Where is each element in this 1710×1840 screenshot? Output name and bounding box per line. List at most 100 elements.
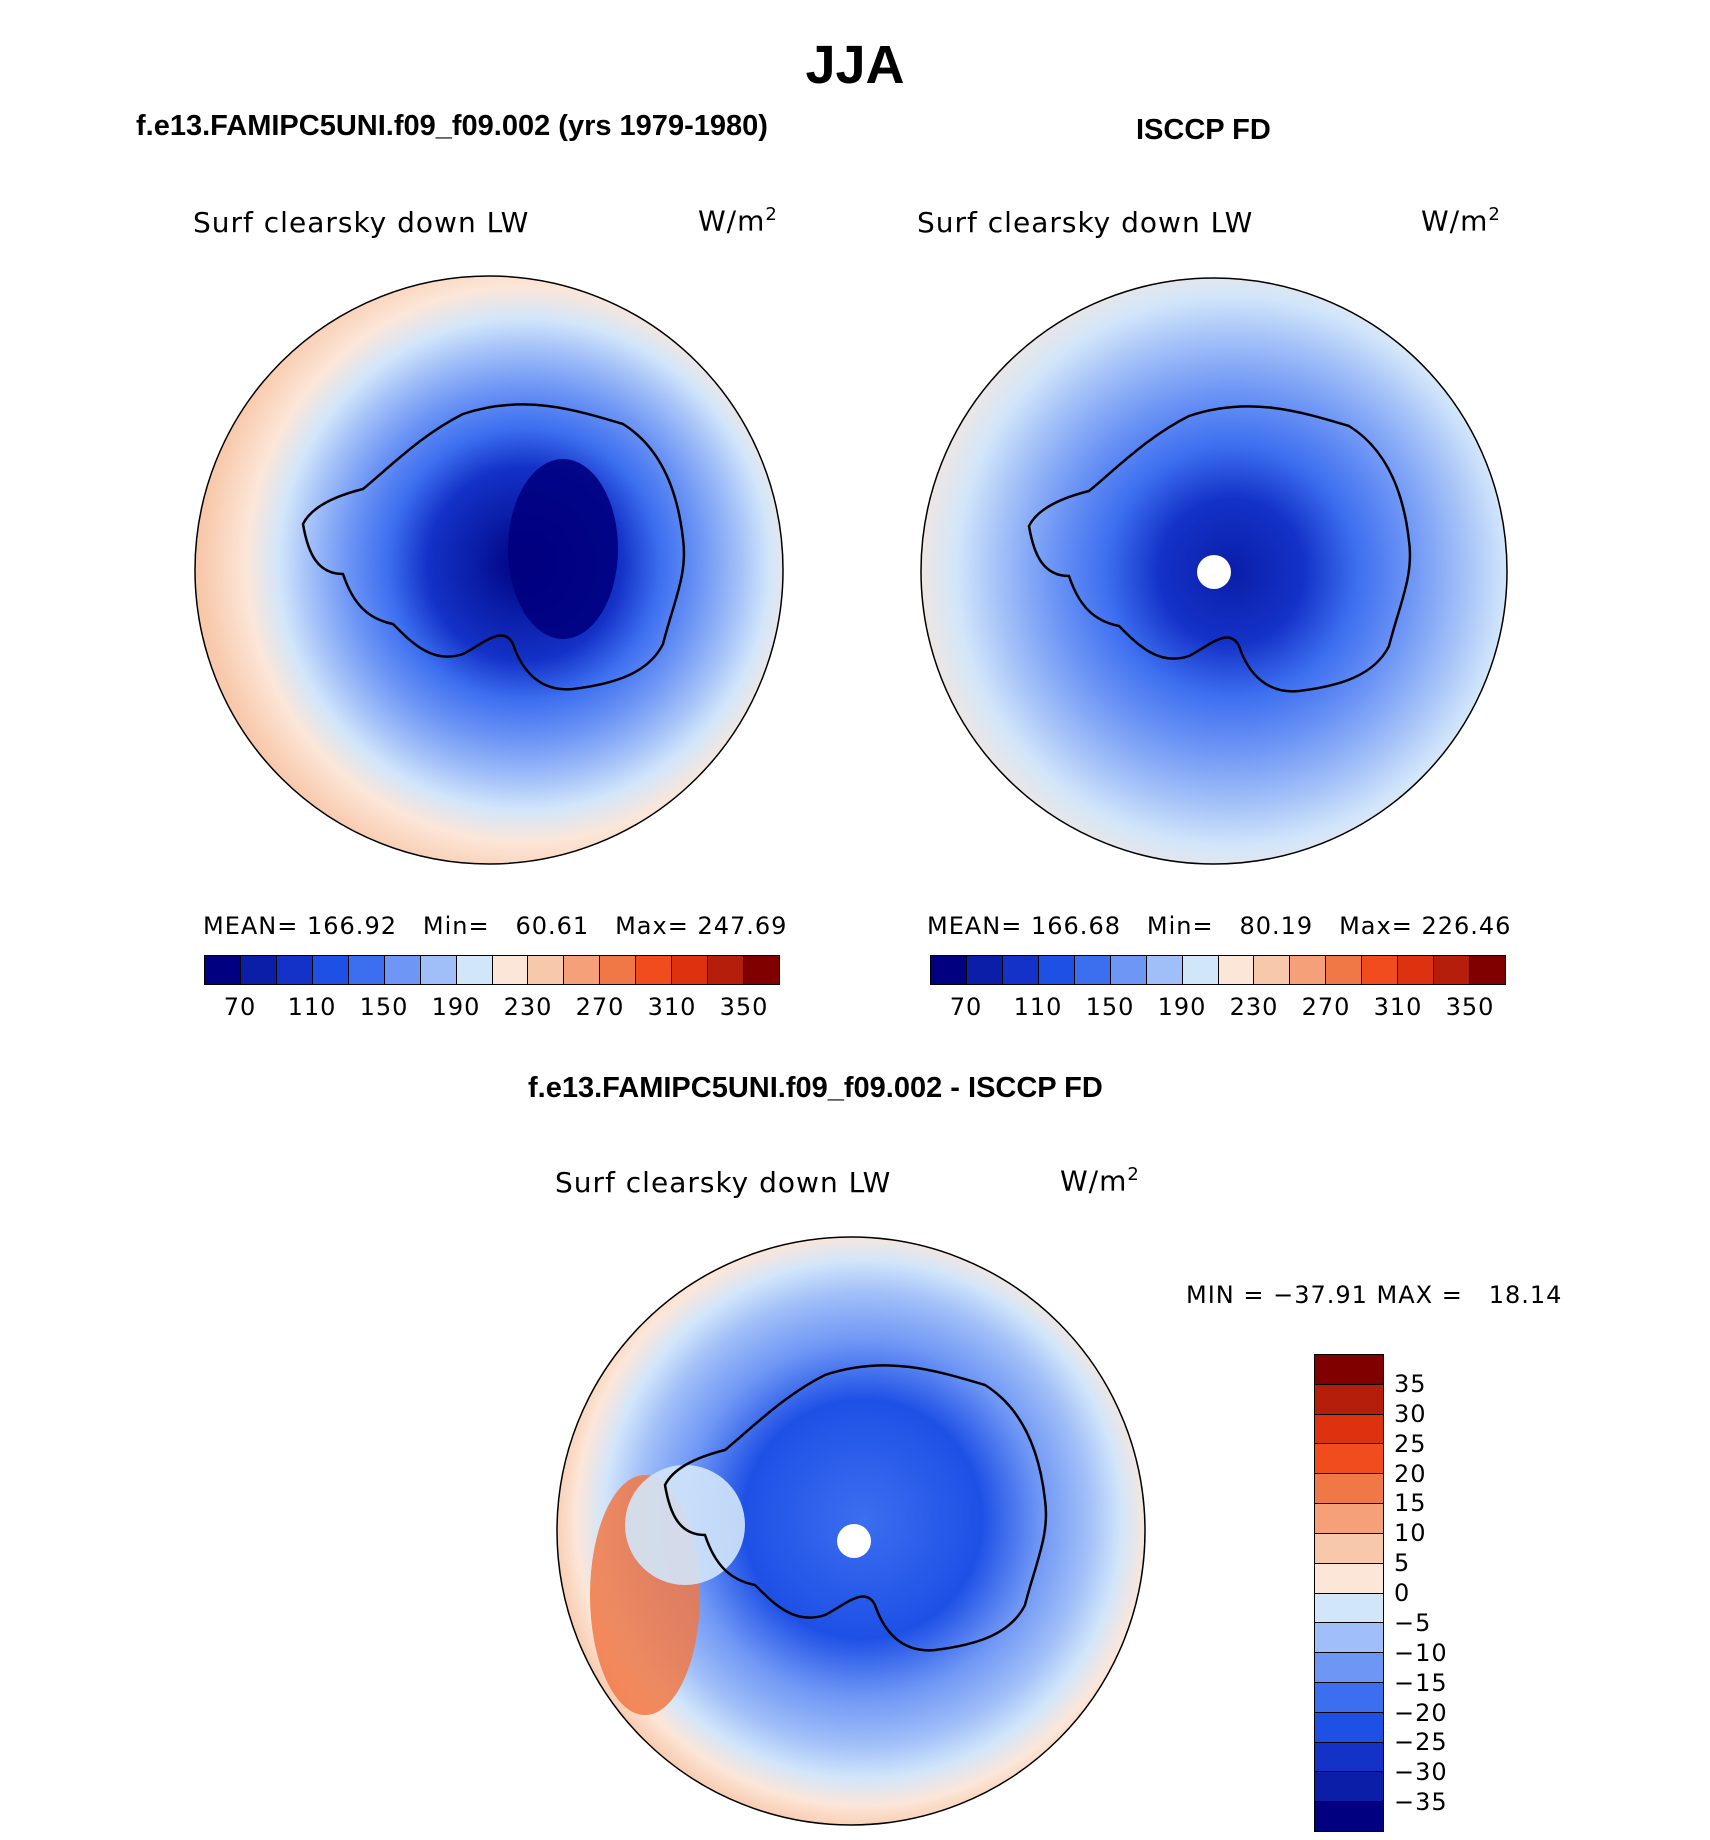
colorbar-swatch <box>240 956 277 984</box>
difference-polar-map <box>556 1236 1146 1826</box>
diff-field-label: Surf clearsky down LW <box>555 1166 892 1199</box>
colorbar-swatch <box>1315 1414 1383 1445</box>
colorbar-tick-label: 190 <box>1157 993 1207 1021</box>
observation-polar-map <box>920 277 1508 865</box>
left-stats: MEAN= 166.92 Min= 60.61 Max= 247.69 <box>203 912 788 940</box>
colorbar-tick-label: −30 <box>1394 1758 1448 1787</box>
colorbar-swatch <box>672 956 709 984</box>
right-units: W/m2 <box>1421 204 1501 238</box>
colorbar-swatch <box>1315 1593 1383 1624</box>
diff-minmax: MIN = −37.91 MAX = 18.14 <box>1186 1281 1563 1309</box>
colorbar-swatch <box>744 956 779 984</box>
colorbar-swatch <box>1315 1712 1383 1743</box>
colorbar-tick-label: 350 <box>719 993 769 1021</box>
diff-panel-title: f.e13.FAMIPC5UNI.f09_f09.002 - ISCCP FD <box>528 1072 1103 1104</box>
colorbar-swatch <box>1038 956 1075 984</box>
main-title: JJA <box>805 35 905 95</box>
right-stats: MEAN= 166.68 Min= 80.19 Max= 226.46 <box>927 912 1512 940</box>
model-min-region <box>508 459 618 639</box>
colorbar-swatch <box>1315 1355 1383 1385</box>
colorbar-swatch <box>1315 1772 1383 1803</box>
colorbar-swatch <box>1315 1653 1383 1683</box>
colorbar-swatch <box>1315 1444 1383 1475</box>
left-field-label: Surf clearsky down LW <box>193 206 530 239</box>
pole-missing-data <box>837 1524 871 1558</box>
colorbar-tick-label: 10 <box>1394 1519 1427 1548</box>
antarctica-coastline <box>1027 405 1412 693</box>
colorbar-swatch <box>1110 956 1147 984</box>
colorbar-tick-label: 0 <box>1394 1579 1411 1607</box>
colorbar-tick-label: 190 <box>431 993 481 1021</box>
colorbar-swatch <box>1315 1742 1383 1773</box>
colorbar-tick-label: 35 <box>1394 1369 1427 1398</box>
colorbar-swatch <box>600 956 637 984</box>
near-zero-region <box>625 1465 745 1585</box>
colorbar-tick-label: 270 <box>575 993 625 1021</box>
colorbar-swatch <box>966 956 1003 984</box>
left-units: W/m2 <box>698 204 778 238</box>
colorbar-tick-label: 70 <box>223 993 257 1021</box>
colorbar-tick-label: 110 <box>287 993 337 1021</box>
colorbar-tick-label: 110 <box>1013 993 1063 1021</box>
colorbar-swatch <box>931 956 967 984</box>
left-panel-title: f.e13.FAMIPC5UNI.f09_f09.002 (yrs 1979-1… <box>136 110 768 142</box>
colorbar-tick-label: 270 <box>1301 993 1351 1021</box>
colorbar-swatch <box>1326 956 1363 984</box>
colorbar-swatch <box>312 956 349 984</box>
right-field-label: Surf clearsky down LW <box>917 206 1254 239</box>
colorbar-swatch <box>1315 1563 1383 1594</box>
colorbar-swatch <box>1315 1474 1383 1505</box>
model-polar-map <box>194 275 784 865</box>
colorbar-swatch <box>1074 956 1111 984</box>
colorbar-tick-label: 70 <box>949 993 983 1021</box>
colorbar-tick-label: 25 <box>1394 1429 1427 1458</box>
colorbar-swatch <box>1434 956 1471 984</box>
colorbar-swatch <box>528 956 565 984</box>
colorbar-swatch <box>1146 956 1183 984</box>
colorbar-swatch <box>708 956 745 984</box>
colorbar-swatch <box>384 956 421 984</box>
colorbar-swatch <box>492 956 529 984</box>
antarctica-coastline <box>663 1364 1048 1652</box>
right-panel-title: ISCCP FD <box>1136 114 1271 146</box>
colorbar-swatch <box>276 956 313 984</box>
colorbar-swatch <box>1362 956 1399 984</box>
colorbar-swatch <box>1315 1623 1383 1654</box>
colorbar-tick-label: 230 <box>503 993 553 1021</box>
colorbar-swatch <box>1315 1802 1383 1831</box>
colorbar-swatch <box>1254 956 1291 984</box>
colorbar-tick-label: 150 <box>1085 993 1135 1021</box>
colorbar-tick-label: 150 <box>359 993 409 1021</box>
right-colorbar <box>930 955 1506 985</box>
colorbar-swatch <box>1315 1682 1383 1713</box>
colorbar-tick-label: 230 <box>1229 993 1279 1021</box>
colorbar-swatch <box>1315 1533 1383 1564</box>
colorbar-tick-label: 20 <box>1394 1459 1427 1488</box>
colorbar-tick-label: −20 <box>1394 1698 1448 1727</box>
colorbar-tick-label: −10 <box>1394 1638 1448 1667</box>
colorbar-swatch <box>205 956 241 984</box>
colorbar-swatch <box>348 956 385 984</box>
colorbar-swatch <box>1218 956 1255 984</box>
colorbar-tick-label: 310 <box>647 993 697 1021</box>
colorbar-swatch <box>564 956 601 984</box>
colorbar-tick-label: −5 <box>1394 1608 1432 1637</box>
colorbar-tick-label: 310 <box>1373 993 1423 1021</box>
colorbar-tick-label: 350 <box>1445 993 1495 1021</box>
antarctica-coastline <box>301 403 686 691</box>
colorbar-swatch <box>1315 1384 1383 1415</box>
colorbar-tick-label: −15 <box>1394 1668 1448 1697</box>
colorbar-swatch <box>1182 956 1219 984</box>
colorbar-tick-label: −35 <box>1394 1788 1448 1817</box>
colorbar-swatch <box>1002 956 1039 984</box>
colorbar-swatch <box>1290 956 1327 984</box>
colorbar-swatch <box>456 956 493 984</box>
colorbar-swatch <box>1315 1504 1383 1534</box>
colorbar-tick-label: 15 <box>1394 1489 1427 1518</box>
difference-colorbar <box>1314 1354 1384 1832</box>
colorbar-tick-label: 5 <box>1394 1549 1411 1578</box>
left-colorbar <box>204 955 780 985</box>
pole-missing-data <box>1197 555 1231 589</box>
colorbar-swatch <box>636 956 673 984</box>
colorbar-tick-label: −25 <box>1394 1728 1448 1757</box>
